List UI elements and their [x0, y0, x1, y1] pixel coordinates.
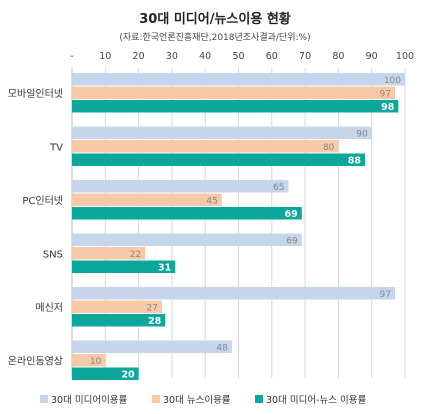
x-tick-label: 70 [299, 51, 311, 62]
data-label: 10 [90, 357, 102, 367]
category-label: 온라인동영상 [8, 355, 63, 367]
bar [72, 354, 106, 367]
category-label: TV [49, 142, 63, 153]
bar [72, 300, 162, 313]
bar [72, 247, 146, 260]
x-tick-label: - [70, 51, 73, 62]
bar [72, 314, 166, 327]
legend-label: 30대 미디어이용률 [51, 395, 128, 406]
legend-swatch [40, 395, 48, 403]
category-label: 메신저 [35, 302, 63, 314]
bar [72, 180, 289, 193]
data-label: 80 [323, 143, 335, 153]
legend-swatch [152, 395, 160, 403]
data-label: 28 [148, 316, 162, 327]
data-label: 100 [384, 76, 401, 86]
chart-subtitle: (자료:한국언론진흥재단,2018년조사결과/단위:%) [119, 33, 311, 43]
x-tick-label: 80 [332, 51, 344, 62]
chart-title: 30대 미디어/뉴스이용 현황 [139, 12, 291, 27]
data-label: 97 [380, 89, 391, 99]
data-label: 31 [158, 262, 171, 273]
bar [72, 207, 302, 220]
data-label: 22 [130, 250, 141, 260]
category-label: SNS [43, 249, 63, 260]
x-tick-label: 10 [99, 51, 111, 62]
legend-swatch [255, 395, 263, 403]
bar [72, 233, 302, 246]
category-label: 모바일인터넷 [8, 88, 63, 100]
x-tick-label: 60 [266, 51, 278, 62]
data-label: 20 [121, 369, 135, 380]
x-tick-label: 20 [133, 51, 145, 62]
x-tick-label: 30 [166, 51, 178, 62]
data-label: 69 [286, 236, 298, 246]
data-label: 90 [356, 129, 368, 139]
data-label: 27 [146, 303, 157, 313]
data-label: 97 [380, 290, 391, 300]
data-label: 69 [285, 209, 298, 220]
data-label: 65 [273, 183, 284, 193]
bar [72, 340, 232, 353]
legend-label: 30대 미디어-뉴스 이용률 [266, 395, 366, 406]
bar [72, 86, 396, 99]
data-label: 88 [348, 155, 362, 166]
bar [72, 140, 339, 153]
x-tick-label: 50 [232, 51, 244, 62]
category-label: PC인터넷 [22, 195, 63, 207]
data-label: 98 [381, 102, 395, 113]
data-label: 45 [206, 196, 217, 206]
x-tick-label: 100 [396, 51, 414, 62]
bar [72, 287, 396, 300]
bar [72, 367, 139, 380]
bar [72, 193, 222, 206]
bar [72, 126, 372, 139]
bar [72, 153, 366, 166]
x-tick-label: 40 [199, 51, 211, 62]
data-label: 48 [216, 343, 228, 353]
x-tick-label: 90 [366, 51, 378, 62]
bar [72, 260, 176, 273]
bar [72, 100, 399, 113]
legend-label: 30대 뉴스이용률 [163, 395, 231, 406]
bar [72, 73, 405, 86]
